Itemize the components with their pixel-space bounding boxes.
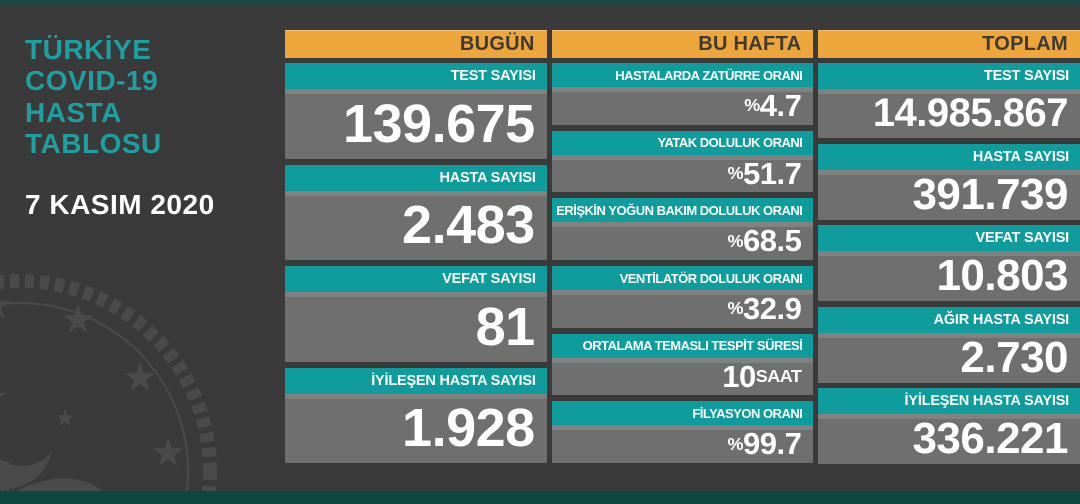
title-line-1: TÜRKİYE (25, 34, 152, 65)
value-prefix: % (727, 230, 744, 251)
stat-value: 10.803 (818, 251, 1080, 302)
stat-toplam-agir-hasta-sayisi: AĞIR HASTA SAYISI 2.730 (818, 306, 1080, 383)
bugun-boxes: TEST SAYISI 139.675 HASTA SAYISI 2.483 V… (285, 63, 547, 463)
stat-value: 1.928 (285, 393, 547, 463)
column-toplam: TOPLAM TEST SAYISI 14.985.867 HASTA SAYI… (818, 30, 1080, 464)
toplam-boxes: TEST SAYISI 14.985.867 HASTA SAYISI 391.… (818, 63, 1080, 464)
stat-value: 81 (285, 292, 547, 362)
stat-label: HASTALARDA ZATÜRRE ORANI (551, 63, 814, 87)
svg-text:★: ★ (60, 297, 96, 343)
stat-label: ERİŞKİN YOĞUN BAKIM DOLULUK ORANI (551, 198, 814, 223)
svg-text:★: ★ (122, 355, 158, 401)
value-prefix: % (727, 163, 744, 183)
stat-hafta-yogun-bakim-doluluk: ERİŞKİN YOĞUN BAKIM DOLULUK ORANI % 68.5 (551, 198, 814, 261)
stat-toplam-iyilesen-hasta-sayisi: İYİLEŞEN HASTA SAYISI 336.221 (818, 387, 1080, 464)
column-bugun: BUGÜN TEST SAYISI 139.675 HASTA SAYISI 2… (285, 30, 547, 463)
value-number: 2.483 (402, 195, 535, 256)
stat-hafta-yatak-doluluk: YATAK DOLULUK ORANI % 51.7 (551, 130, 814, 193)
column-header-toplam: TOPLAM (818, 30, 1080, 58)
column-bu-hafta: BU HAFTA HASTALARDA ZATÜRRE ORANI % 4.7 Y… (551, 30, 814, 464)
stat-value: 139.675 (285, 89, 547, 159)
value-number: 51.7 (743, 155, 802, 191)
value-number: 99.7 (743, 426, 802, 462)
stat-label: TEST SAYISI (285, 63, 547, 89)
value-number: 2.730 (960, 332, 1069, 382)
page-title: TÜRKİYE COVID-19 HASTA TABLOSU (25, 34, 283, 159)
left-panel: TÜRKİYE COVID-19 HASTA TABLOSU 7 KASIM 2… (0, 6, 283, 504)
stat-hafta-temasli-tespit-suresi: ORTALAMA TEMASLI TESPİT SÜRESİ 10 SAAT (551, 333, 814, 396)
stat-value: 336.221 (818, 413, 1080, 464)
stat-value: % 51.7 (551, 154, 814, 193)
svg-text:★: ★ (150, 430, 186, 476)
stat-toplam-test-sayisi: TEST SAYISI 14.985.867 (818, 63, 1080, 139)
stat-label: YATAK DOLULUK ORANI (551, 130, 814, 155)
value-number: 68.5 (743, 223, 802, 259)
stat-value: % 32.9 (551, 290, 814, 328)
stat-label: FİLYASYON ORANI (551, 401, 814, 426)
value-number: 4.7 (759, 87, 802, 123)
ministry-of-health-emblem-icon: ★ ★ ★ ★ ★ ★ ★ ★ (0, 274, 217, 504)
svg-text:★: ★ (54, 404, 76, 432)
stat-toplam-hasta-sayisi: HASTA SAYISI 391.739 (818, 144, 1080, 221)
value-number: 391.739 (912, 170, 1069, 220)
stats-columns: BUGÜN TEST SAYISI 139.675 HASTA SAYISI 2… (285, 30, 1080, 464)
bu-hafta-boxes: HASTALARDA ZATÜRRE ORANI % 4.7 YATAK DOLU… (551, 63, 814, 464)
stat-label: VEFAT SAYISI (818, 225, 1080, 252)
stat-label: ORTALAMA TEMASLI TESPİT SÜRESİ (551, 333, 814, 358)
column-header-bugun: BUGÜN (285, 30, 547, 58)
stat-label: TEST SAYISI (818, 63, 1080, 89)
column-header-bu-hafta: BU HAFTA (551, 30, 814, 58)
title-line-4: TABLOSU (25, 128, 162, 160)
report-date: 7 KASIM 2020 (25, 189, 215, 221)
top-teal-strip (0, 0, 1080, 6)
stat-hafta-zaturre-orani: HASTALARDA ZATÜRRE ORANI % 4.7 (551, 63, 814, 125)
stat-label: AĞIR HASTA SAYISI (818, 306, 1080, 333)
stat-value: 2.483 (285, 190, 547, 260)
stat-value: % 99.7 (551, 425, 814, 464)
stat-label: İYİLEŞEN HASTA SAYISI (818, 387, 1080, 414)
value-number: 10 (722, 358, 756, 394)
stat-label: HASTA SAYISI (818, 144, 1080, 171)
stat-toplam-vefat-sayisi: VEFAT SAYISI 10.803 (818, 225, 1080, 302)
stat-value: 14.985.867 (818, 89, 1080, 139)
stat-label: İYİLEŞEN HASTA SAYISI (285, 367, 547, 394)
title-line-2: COVID-19 (25, 65, 159, 97)
stat-hafta-filyasyon-orani: FİLYASYON ORANI % 99.7 (551, 401, 814, 464)
value-prefix: % (744, 95, 760, 116)
title-line-3: HASTA (25, 96, 122, 128)
stat-value: % 4.7 (551, 87, 814, 125)
stat-value: 10 SAAT (551, 357, 814, 396)
value-number: 10.803 (936, 251, 1069, 301)
stat-bugun-iyilesen-hasta-sayisi: İYİLEŞEN HASTA SAYISI 1.928 (285, 367, 547, 463)
stat-label: HASTA SAYISI (285, 164, 547, 191)
value-prefix: % (727, 433, 744, 454)
stat-value: % 68.5 (551, 222, 814, 261)
value-number: 1.928 (402, 398, 535, 459)
value-prefix: % (727, 298, 744, 319)
stat-bugun-test-sayisi: TEST SAYISI 139.675 (285, 63, 547, 159)
stat-bugun-hasta-sayisi: HASTA SAYISI 2.483 (285, 164, 547, 260)
stat-label: VEFAT SAYISI (285, 266, 547, 292)
value-number: 14.985.867 (872, 91, 1069, 136)
stat-value: 2.730 (818, 332, 1080, 383)
svg-text:★: ★ (0, 283, 13, 329)
stat-label: VENTİLATÖR DOLULUK ORANI (551, 266, 814, 291)
stat-bugun-vefat-sayisi: VEFAT SAYISI 81 (285, 266, 547, 362)
value-number: 32.9 (743, 290, 802, 326)
value-number: 81 (475, 296, 536, 357)
value-number: 336.221 (912, 413, 1069, 463)
value-number: 139.675 (342, 93, 535, 154)
value-suffix: SAAT (755, 366, 802, 387)
stat-value: 391.739 (818, 170, 1080, 221)
stat-hafta-ventilator-doluluk: VENTİLATÖR DOLULUK ORANI % 32.9 (551, 266, 814, 328)
bottom-teal-strip (0, 491, 1080, 504)
